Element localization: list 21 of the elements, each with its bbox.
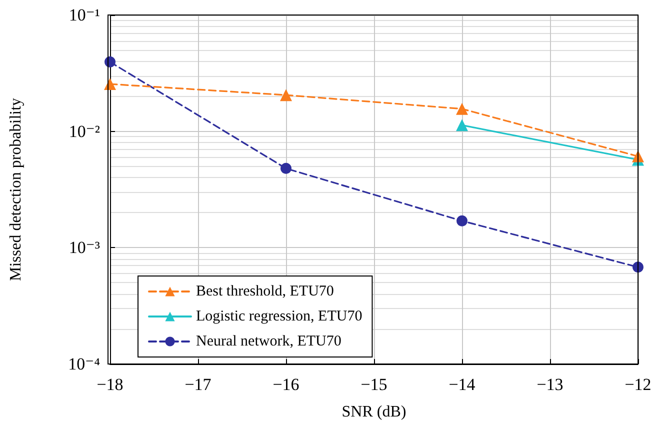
y-tick-label: 10⁻¹ — [68, 6, 100, 24]
x-tick-label: −18 — [96, 375, 124, 394]
x-tick-label: −13 — [536, 375, 564, 394]
x-tick-label: −15 — [360, 375, 388, 394]
point — [280, 162, 292, 174]
x-tick-label: −14 — [448, 375, 476, 394]
point — [456, 102, 468, 115]
legend-label: Logistic regression, ETU70 — [196, 308, 362, 324]
y-tick-label: 10⁻² — [68, 122, 100, 141]
y-axis-title: Missed detection probability — [8, 98, 24, 282]
x-tick-label: −12 — [624, 375, 652, 394]
point — [280, 89, 292, 102]
x-axis-title: SNR (dB) — [342, 404, 406, 420]
y-tick-label: 10⁻⁴ — [68, 354, 100, 374]
x-tick-label: −17 — [184, 375, 212, 394]
point — [456, 215, 468, 226]
y-tick-label: 10⁻³ — [68, 238, 100, 258]
point — [104, 56, 116, 68]
x-tick-label: −16 — [272, 375, 300, 394]
legend-label: Neural network, ETU70 — [196, 334, 342, 350]
legend-label: Best threshold, ETU70 — [196, 284, 334, 300]
